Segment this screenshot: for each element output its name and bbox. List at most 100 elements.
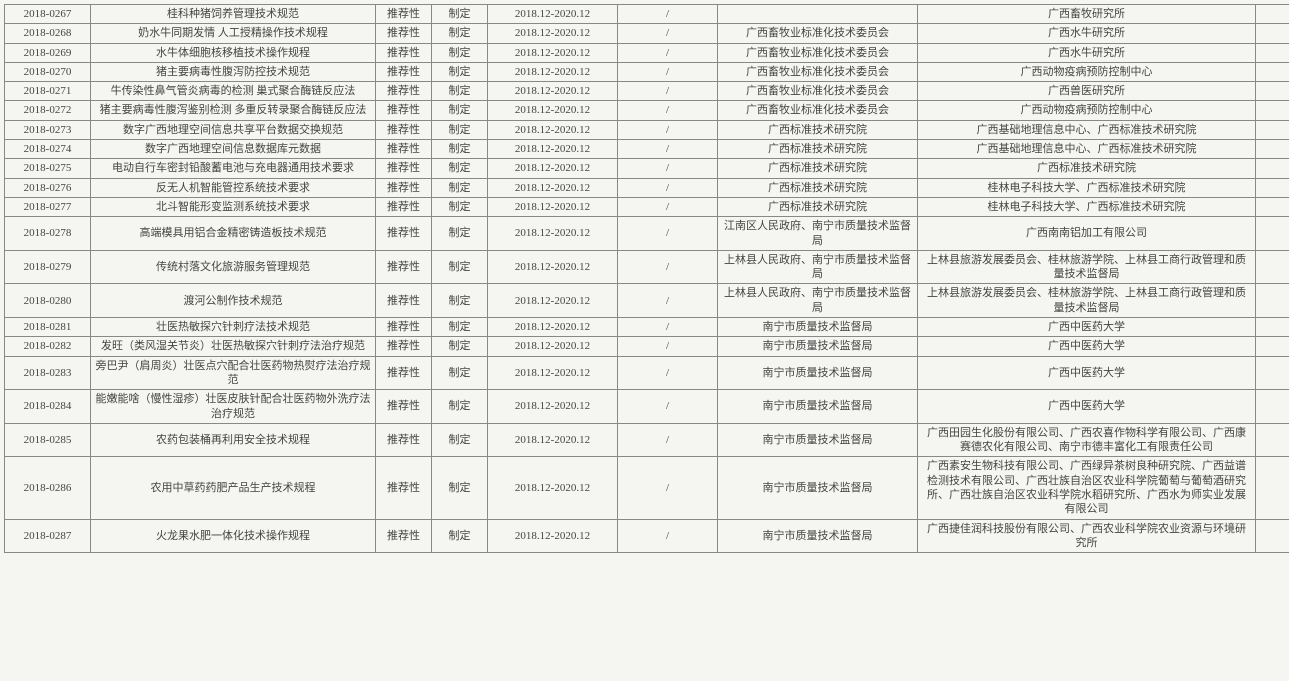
cell-id: 2018-0281: [5, 318, 91, 337]
table-row: 2018-0287火龙果水肥一体化技术操作规程推荐性制定2018.12-2020…: [5, 519, 1289, 553]
cell-title: 牛传染性鼻气管炎病毒的检测 巢式聚合酶链反应法: [91, 82, 376, 101]
cell-org1: 广西畜牧业标准化技术委员会: [718, 24, 918, 43]
cell-slash: /: [618, 62, 718, 81]
cell-id: 2018-0287: [5, 519, 91, 553]
cell-title: 能嫩能啥（慢性湿疹）壮医皮肤针配合壮医药物外洗疗法治疗规范: [91, 390, 376, 424]
cell-action: 制定: [432, 62, 488, 81]
cell-slash: /: [618, 423, 718, 457]
cell-id: 2018-0276: [5, 178, 91, 197]
cell-id: 2018-0267: [5, 5, 91, 24]
cell-slash: /: [618, 318, 718, 337]
cell-slash: /: [618, 178, 718, 197]
cell-action: 制定: [432, 43, 488, 62]
cell-type: 推荐性: [376, 140, 432, 159]
cell-org2: 广西动物疫病预防控制中心: [918, 62, 1256, 81]
cell-action: 制定: [432, 423, 488, 457]
cell-action: 制定: [432, 5, 488, 24]
table-row: 2018-0269水牛体细胞核移植技术操作规程推荐性制定2018.12-2020…: [5, 43, 1289, 62]
cell-slash: /: [618, 159, 718, 178]
cell-action: 制定: [432, 159, 488, 178]
cell-slash: /: [618, 5, 718, 24]
cell-last: [1256, 5, 1289, 24]
cell-action: 制定: [432, 284, 488, 318]
cell-action: 制定: [432, 390, 488, 424]
cell-id: 2018-0271: [5, 82, 91, 101]
table-row: 2018-0272猪主要病毒性腹泻鉴别检测 多重反转录聚合酶链反应法推荐性制定2…: [5, 101, 1289, 120]
cell-last: [1256, 217, 1289, 251]
table-row: 2018-0281壮医热敏探穴针刺疗法技术规范推荐性制定2018.12-2020…: [5, 318, 1289, 337]
cell-org2: 广西动物疫病预防控制中心: [918, 101, 1256, 120]
cell-org2: 广西畜牧研究所: [918, 5, 1256, 24]
cell-org1: 南宁市质量技术监督局: [718, 318, 918, 337]
cell-id: 2018-0268: [5, 24, 91, 43]
cell-org2: 桂林电子科技大学、广西标准技术研究院: [918, 197, 1256, 216]
cell-title: 渡河公制作技术规范: [91, 284, 376, 318]
cell-last: [1256, 390, 1289, 424]
cell-slash: /: [618, 197, 718, 216]
table-row: 2018-0273数字广西地理空间信息共享平台数据交换规范推荐性制定2018.1…: [5, 120, 1289, 139]
cell-action: 制定: [432, 197, 488, 216]
table-row: 2018-0286农用中草药药肥产品生产技术规程推荐性制定2018.12-202…: [5, 457, 1289, 519]
cell-title: 旁巴尹（肩周炎）壮医点穴配合壮医药物热熨疗法治疗规范: [91, 356, 376, 390]
cell-title: 反无人机智能管控系统技术要求: [91, 178, 376, 197]
cell-title: 数字广西地理空间信息共享平台数据交换规范: [91, 120, 376, 139]
cell-type: 推荐性: [376, 82, 432, 101]
cell-id: 2018-0282: [5, 337, 91, 356]
cell-action: 制定: [432, 24, 488, 43]
cell-slash: /: [618, 337, 718, 356]
cell-slash: /: [618, 250, 718, 284]
cell-title: 农药包装桶再利用安全技术规程: [91, 423, 376, 457]
table-row: 2018-0277北斗智能形变监测系统技术要求推荐性制定2018.12-2020…: [5, 197, 1289, 216]
cell-type: 推荐性: [376, 457, 432, 519]
cell-org2: 广西兽医研究所: [918, 82, 1256, 101]
table-row: 2018-0278高端模具用铝合金精密铸造板技术规范推荐性制定2018.12-2…: [5, 217, 1289, 251]
table-row: 2018-0267桂科种猪饲养管理技术规范推荐性制定2018.12-2020.1…: [5, 5, 1289, 24]
cell-title: 北斗智能形变监测系统技术要求: [91, 197, 376, 216]
cell-action: 制定: [432, 318, 488, 337]
table-row: 2018-0270猪主要病毒性腹泻防控技术规范推荐性制定2018.12-2020…: [5, 62, 1289, 81]
cell-action: 制定: [432, 519, 488, 553]
cell-org2: 广西捷佳润科技股份有限公司、广西农业科学院农业资源与环境研究所: [918, 519, 1256, 553]
cell-last: [1256, 250, 1289, 284]
cell-org2: 广西水牛研究所: [918, 24, 1256, 43]
cell-org1: 广西畜牧业标准化技术委员会: [718, 43, 918, 62]
cell-last: [1256, 318, 1289, 337]
cell-org1: 南宁市质量技术监督局: [718, 519, 918, 553]
cell-id: 2018-0270: [5, 62, 91, 81]
cell-last: [1256, 197, 1289, 216]
cell-last: [1256, 140, 1289, 159]
cell-org1: 南宁市质量技术监督局: [718, 457, 918, 519]
cell-org2: 广西中医药大学: [918, 337, 1256, 356]
cell-org2: 上林县旅游发展委员会、桂林旅游学院、上林县工商行政管理和质量技术监督局: [918, 250, 1256, 284]
cell-id: 2018-0273: [5, 120, 91, 139]
cell-id: 2018-0283: [5, 356, 91, 390]
cell-id: 2018-0279: [5, 250, 91, 284]
cell-action: 制定: [432, 217, 488, 251]
cell-period: 2018.12-2020.12: [488, 519, 618, 553]
cell-action: 制定: [432, 82, 488, 101]
cell-slash: /: [618, 519, 718, 553]
cell-action: 制定: [432, 356, 488, 390]
cell-title: 壮医热敏探穴针刺疗法技术规范: [91, 318, 376, 337]
cell-title: 桂科种猪饲养管理技术规范: [91, 5, 376, 24]
cell-title: 猪主要病毒性腹泻防控技术规范: [91, 62, 376, 81]
cell-org1: 广西畜牧业标准化技术委员会: [718, 82, 918, 101]
cell-org1: 广西畜牧业标准化技术委员会: [718, 62, 918, 81]
cell-title: 奶水牛同期发情 人工授精操作技术规程: [91, 24, 376, 43]
cell-title: 传统村落文化旅游服务管理规范: [91, 250, 376, 284]
cell-type: 推荐性: [376, 250, 432, 284]
cell-period: 2018.12-2020.12: [488, 457, 618, 519]
cell-period: 2018.12-2020.12: [488, 284, 618, 318]
cell-period: 2018.12-2020.12: [488, 24, 618, 43]
cell-type: 推荐性: [376, 5, 432, 24]
cell-type: 推荐性: [376, 519, 432, 553]
cell-type: 推荐性: [376, 318, 432, 337]
cell-org2: 广西基础地理信息中心、广西标准技术研究院: [918, 140, 1256, 159]
cell-slash: /: [618, 82, 718, 101]
cell-slash: /: [618, 140, 718, 159]
cell-last: [1256, 120, 1289, 139]
cell-slash: /: [618, 43, 718, 62]
table-row: 2018-0285农药包装桶再利用安全技术规程推荐性制定2018.12-2020…: [5, 423, 1289, 457]
cell-org2: 广西中医药大学: [918, 390, 1256, 424]
cell-title: 水牛体细胞核移植技术操作规程: [91, 43, 376, 62]
